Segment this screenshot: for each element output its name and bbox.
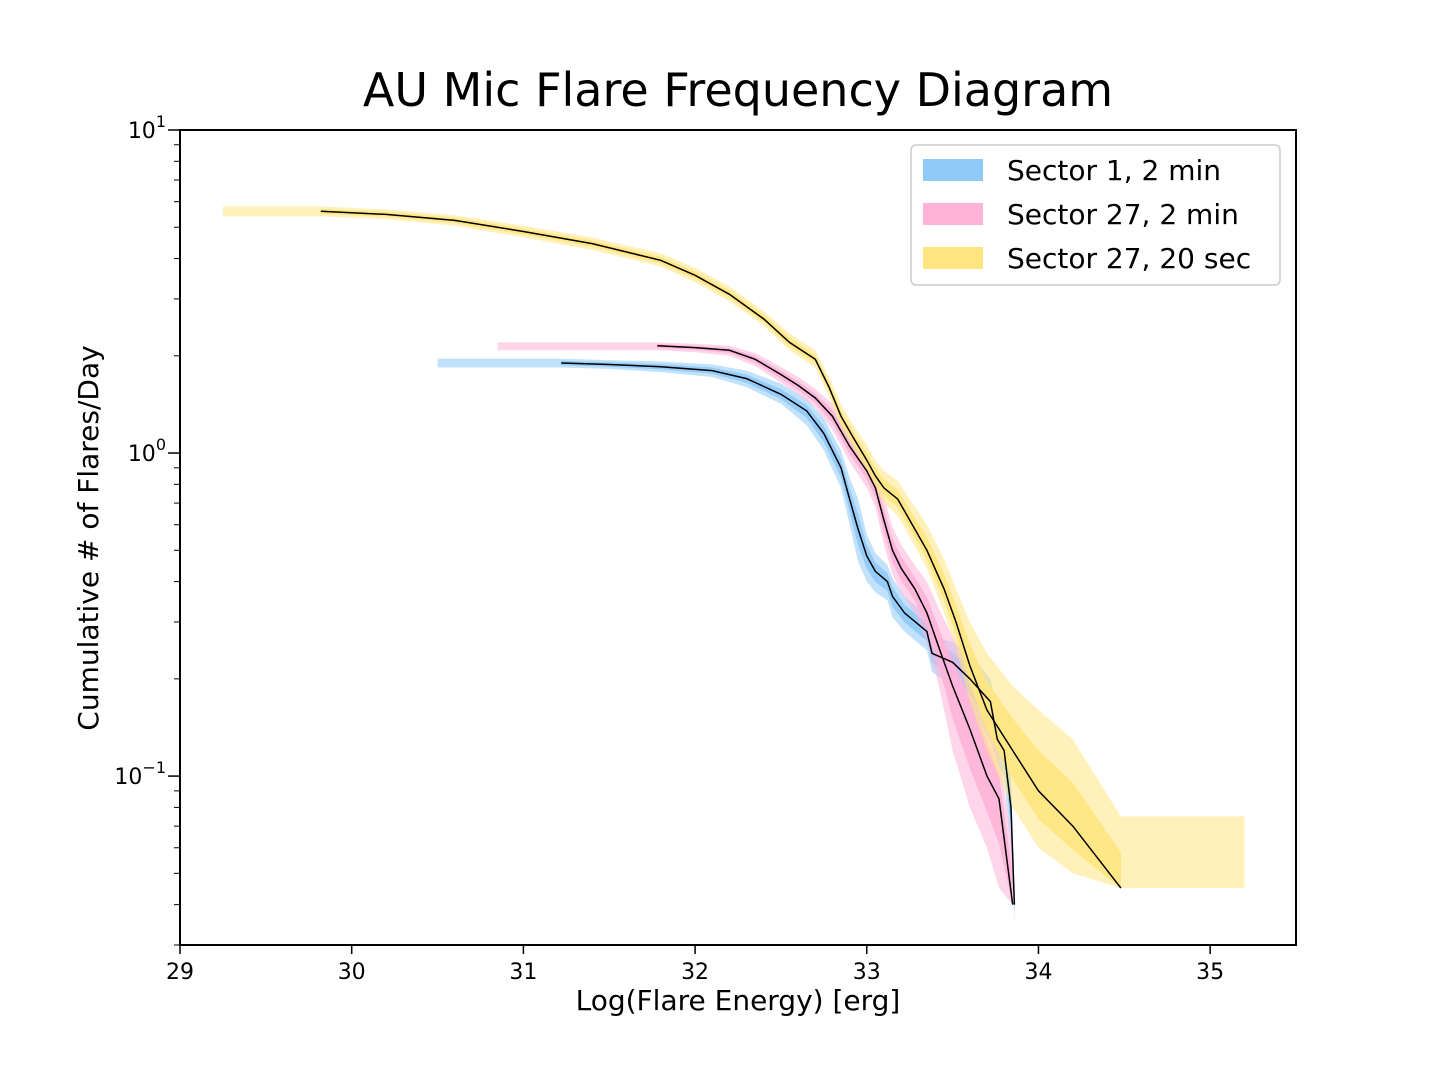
line-sector1 [561,362,1016,905]
x-tick-label: 32 [681,960,709,985]
legend-swatch-sector27-20sec [923,247,983,269]
x-axis-ticks: 29 30 31 32 33 34 35 [166,945,1224,985]
legend-box [910,144,1281,286]
x-tick-label: 33 [853,960,881,985]
plot-frame [179,129,1297,946]
y-axis-label: Cumulative # of Flares/Day [72,345,105,730]
line-sector27-2min [657,344,1014,905]
legend: Sector 1, 2 min Sector 27, 2 min Sector … [910,144,1281,286]
x-tick-label: 35 [1196,960,1224,985]
y-tick-label: 101 [128,112,166,144]
x-tick-label: 30 [338,960,366,985]
x-tick-label: 31 [509,960,537,985]
x-tick-label: 34 [1024,960,1052,985]
uncertainty-bands [222,206,1245,924]
legend-swatch-sector27-2min [923,203,983,225]
band-inner-sector1 [561,360,1015,914]
chart-title: AU Mic Flare Frequency Diagram [363,63,1113,117]
legend-swatch-sector1 [923,159,983,181]
x-axis-label: Log(Flare Energy) [erg] [576,984,901,1017]
band-sector27-20sec [222,206,1245,889]
legend-label-sector27-20sec: Sector 27, 20 sec [1007,242,1251,275]
legend-label-sector27-2min: Sector 27, 2 min [1007,198,1239,231]
y-tick-label: 100 [128,435,166,467]
line-sector27-20sec [320,210,1122,889]
band-inner-sector27-20sec [320,208,1121,889]
legend-label-sector1: Sector 1, 2 min [1007,154,1221,187]
y-tick-label: 10−1 [114,758,166,790]
x-tick-label: 29 [166,960,194,985]
y-axis-ticks: 101 100 10−1 [114,112,180,946]
series-lines [320,210,1122,905]
